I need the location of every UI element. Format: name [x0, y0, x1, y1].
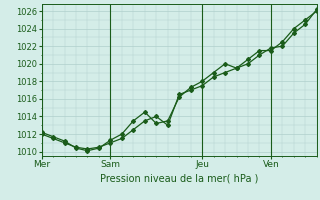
X-axis label: Pression niveau de la mer( hPa ): Pression niveau de la mer( hPa ): [100, 173, 258, 183]
